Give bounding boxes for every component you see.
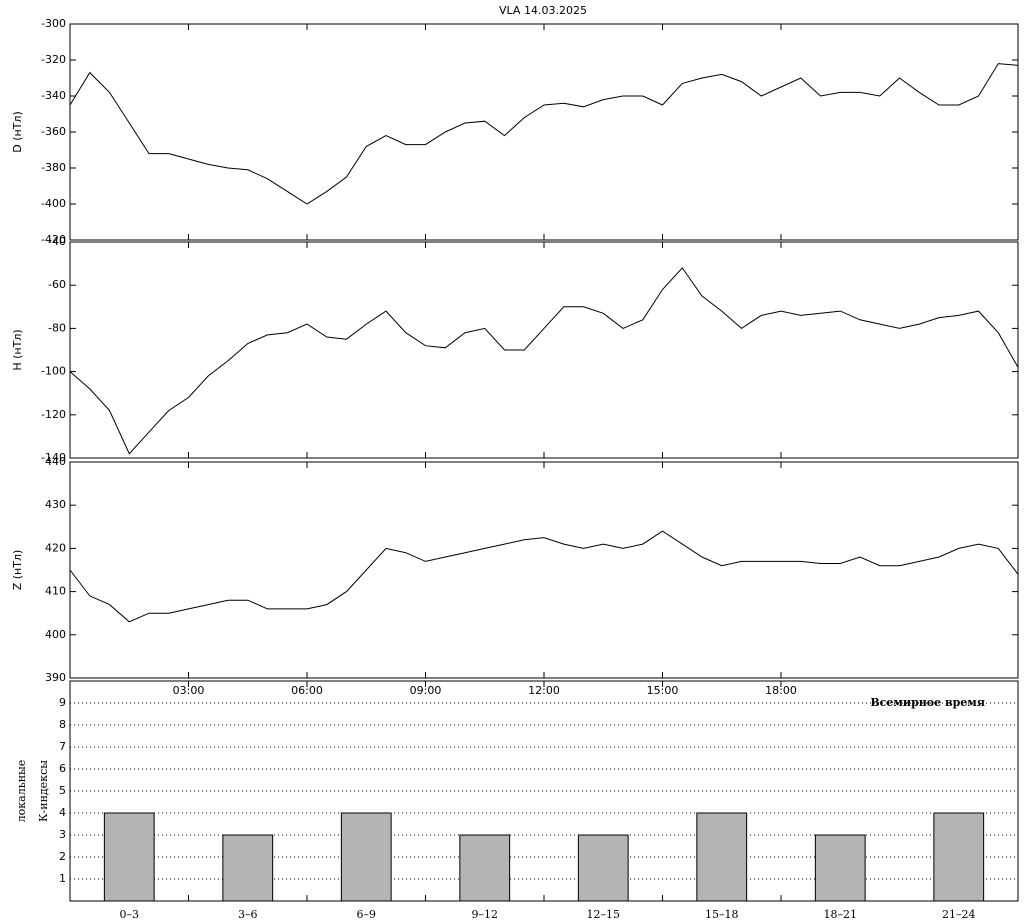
y-tick-label: 430 — [45, 498, 66, 511]
y-tick-label: 7 — [59, 740, 66, 753]
y-tick-label: -80 — [48, 321, 66, 334]
x-tick-label: 9–12 — [472, 908, 499, 921]
x-tick-label: 6–9 — [357, 908, 377, 921]
y-tick-label: 390 — [45, 671, 66, 684]
x-tick-label: 18–21 — [824, 908, 858, 921]
y-axis-label: К-индексы — [37, 760, 50, 822]
y-tick-label: 440 — [45, 455, 66, 468]
x-tick-label: 09:00 — [410, 684, 442, 697]
y-tick-label: -100 — [41, 365, 66, 378]
y-axis-label: H (нТл) — [11, 329, 24, 370]
y-tick-label: -300 — [41, 17, 66, 30]
y-tick-label: 9 — [59, 696, 66, 709]
bar — [814, 834, 866, 902]
x-tick-label: 21–24 — [942, 908, 976, 921]
x-tick-label: 15–18 — [705, 908, 739, 921]
y-tick-label: -40 — [48, 235, 66, 248]
y-tick-label: 2 — [59, 850, 66, 863]
x-tick-label: 15:00 — [647, 684, 679, 697]
y-tick-label: 3 — [59, 828, 66, 841]
x-tick-label: 03:00 — [173, 684, 205, 697]
x-tick-label: 06:00 — [291, 684, 323, 697]
y-tick-label: 8 — [59, 718, 66, 731]
y-tick-label: -420 — [41, 233, 66, 246]
y-tick-label: -340 — [41, 89, 66, 102]
y-axis-label: Z (нТл) — [11, 550, 24, 591]
panel-frame — [69, 241, 1019, 459]
x-axis-label: Всемирное время — [870, 696, 985, 709]
y-axis-label: D (нТл) — [11, 111, 24, 153]
x-tick-label: 12:00 — [528, 684, 560, 697]
bar — [103, 812, 155, 902]
y-tick-label: 420 — [45, 541, 66, 554]
y-tick-label: -120 — [41, 408, 66, 421]
y-tick-label: 4 — [59, 806, 66, 819]
y-tick-label: -60 — [48, 278, 66, 291]
y-tick-label: 410 — [45, 585, 66, 598]
bar — [340, 812, 392, 902]
chart-title: VLA 14.03.2025 — [499, 4, 587, 17]
data-line — [69, 63, 1019, 205]
y-tick-label: 6 — [59, 762, 66, 775]
y-tick-label: 400 — [45, 628, 66, 641]
y-tick-label: -400 — [41, 197, 66, 210]
y-tick-label: 1 — [59, 872, 66, 885]
bar — [459, 834, 511, 902]
panel-frame — [69, 680, 1019, 902]
y-axis-label: локальные — [15, 760, 28, 823]
panel-frame — [69, 461, 1019, 679]
bar — [222, 834, 274, 902]
y-tick-label: -360 — [41, 125, 66, 138]
x-tick-label: 12–15 — [587, 908, 621, 921]
y-tick-label: -320 — [41, 53, 66, 66]
bar — [577, 834, 629, 902]
x-tick-label: 0–3 — [120, 908, 140, 921]
data-line — [69, 530, 1019, 623]
bar — [933, 812, 985, 902]
data-line — [69, 267, 1019, 455]
bar — [696, 812, 748, 902]
x-tick-label: 3–6 — [238, 908, 258, 921]
x-tick-label: 18:00 — [765, 684, 797, 697]
y-tick-label: 5 — [59, 784, 66, 797]
y-tick-label: -140 — [41, 451, 66, 464]
y-tick-label: -380 — [41, 161, 66, 174]
panel-frame — [69, 23, 1019, 241]
